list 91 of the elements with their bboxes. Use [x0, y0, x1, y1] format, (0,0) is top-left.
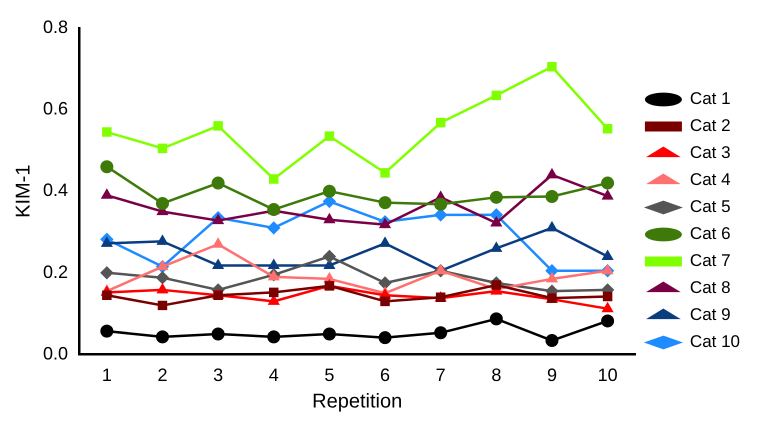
point: [102, 127, 112, 137]
x-tick-label: 6: [380, 365, 390, 386]
point: [212, 238, 224, 248]
point: [156, 196, 169, 210]
point: [378, 196, 392, 210]
point: [213, 121, 223, 131]
point: [102, 290, 112, 300]
point: [101, 236, 113, 247]
point: [546, 168, 558, 178]
point: [268, 258, 280, 269]
legend-label: Cat 5: [690, 197, 731, 216]
point: [545, 190, 558, 204]
x-tick-label: 1: [102, 365, 112, 386]
point: [324, 213, 336, 224]
point: [158, 300, 168, 310]
point: [379, 236, 391, 247]
x-tick-label: 10: [598, 365, 618, 386]
point: [267, 330, 280, 344]
point: [546, 272, 558, 282]
point: [602, 264, 614, 274]
point: [212, 176, 225, 190]
legend-label: Cat 2: [690, 116, 731, 136]
point: [156, 234, 168, 245]
point: [156, 271, 169, 284]
point: [490, 312, 503, 326]
legend-label: Cat 6: [690, 224, 731, 244]
point: [601, 314, 614, 328]
x-tick-label: 5: [324, 365, 334, 386]
point: [436, 118, 446, 128]
y-tick-label: 0.0: [42, 343, 68, 364]
x-tick-label: 4: [268, 365, 279, 386]
point: [267, 221, 280, 234]
point: [212, 328, 225, 340]
point: [602, 124, 612, 134]
point: [547, 62, 557, 72]
point: [158, 144, 168, 154]
x-axis-title: Repetition: [312, 390, 402, 413]
point: [602, 190, 614, 200]
point: [378, 331, 392, 344]
point: [490, 216, 502, 227]
point: [213, 290, 223, 300]
x-tick-label: 9: [546, 365, 557, 386]
point: [492, 280, 502, 290]
point: [434, 198, 448, 211]
legend-label: Cat 1: [690, 89, 731, 108]
x-tick-label: 8: [491, 365, 502, 386]
legend-label: Cat 10: [690, 332, 740, 352]
point: [380, 296, 390, 306]
point: [380, 168, 390, 178]
y-tick-label: 0.6: [42, 98, 68, 119]
point: [322, 328, 336, 340]
point: [212, 214, 224, 224]
point: [100, 160, 114, 174]
point: [378, 276, 392, 290]
point: [322, 250, 336, 263]
point: [101, 188, 113, 199]
point: [602, 292, 612, 302]
point: [100, 266, 114, 280]
point: [156, 283, 168, 294]
point: [212, 258, 224, 269]
point: [434, 326, 448, 340]
legend-label: Cat 7: [690, 251, 731, 270]
legend-label: Cat 4: [690, 170, 731, 190]
legend-label: Cat 8: [690, 278, 731, 298]
y-tick-label: 0.8: [42, 16, 68, 37]
point: [324, 131, 334, 141]
y-tick-label: 0.4: [42, 180, 68, 200]
point: [546, 221, 558, 232]
point: [492, 90, 502, 100]
point: [379, 218, 391, 228]
y-axis-title: KIM-1: [12, 164, 35, 218]
point: [324, 281, 334, 291]
point: [269, 174, 278, 184]
point: [269, 288, 278, 298]
x-tick-label: 3: [213, 365, 224, 386]
point: [100, 324, 114, 338]
legend-label: Cat 3: [690, 143, 731, 162]
point: [434, 208, 448, 222]
point: [322, 184, 336, 198]
point: [545, 334, 558, 348]
point: [601, 176, 614, 190]
point: [490, 242, 502, 252]
x-tick-label: 2: [157, 365, 168, 386]
legend-label: Cat 9: [690, 305, 731, 324]
point: [602, 302, 614, 312]
point: [490, 190, 503, 204]
y-tick-label: 0.2: [42, 262, 68, 282]
point: [156, 260, 168, 270]
point: [156, 330, 169, 344]
point: [602, 250, 614, 260]
x-tick-label: 7: [436, 365, 446, 386]
